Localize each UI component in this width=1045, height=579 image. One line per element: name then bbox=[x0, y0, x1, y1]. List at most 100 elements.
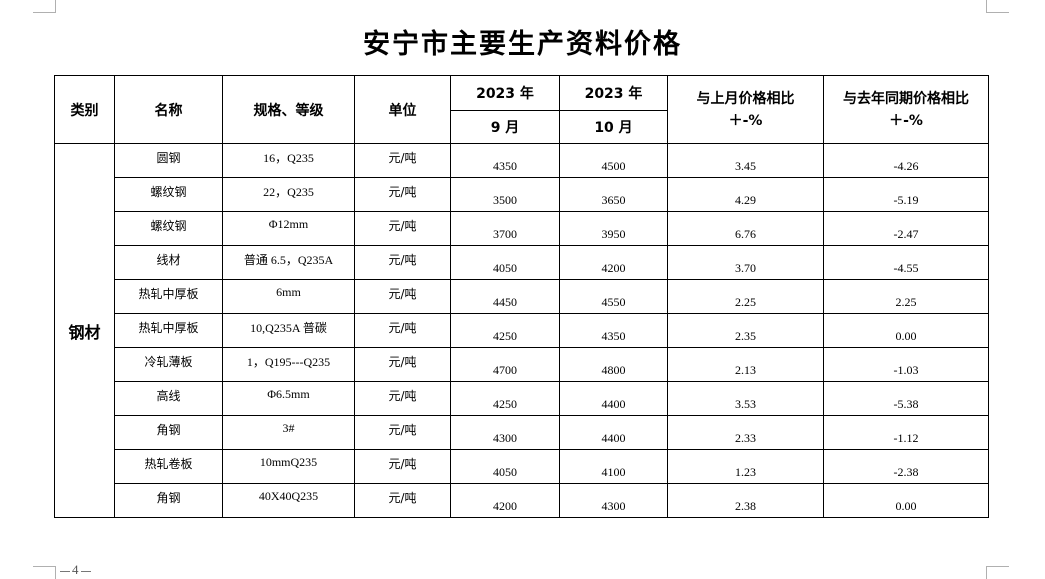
mom-change-cell: 2.33 bbox=[667, 415, 824, 450]
yoy-change-cell: 2.25 bbox=[823, 279, 989, 314]
page-corner-mark-top-left bbox=[33, 0, 56, 13]
mom-change-cell: 6.76 bbox=[667, 211, 824, 246]
sep-price-cell: 4050 bbox=[450, 449, 560, 484]
mom-change-cell: 3.70 bbox=[667, 245, 824, 280]
header-yoy: 与去年同期价格相比 ＋-% bbox=[823, 75, 989, 144]
table-row: 线材 普通 6.5，Q235A 元/吨 4050 4200 3.70 -4.55 bbox=[55, 245, 989, 280]
sep-price-cell: 4300 bbox=[450, 415, 560, 450]
unit-cell: 元/吨 bbox=[354, 415, 451, 450]
oct-price-cell: 4400 bbox=[559, 415, 668, 450]
name-cell: 角钢 bbox=[114, 415, 223, 450]
spec-cell: 6mm bbox=[222, 279, 355, 314]
name-cell: 角钢 bbox=[114, 483, 223, 518]
oct-price-cell: 4100 bbox=[559, 449, 668, 484]
page-number-value: 4 bbox=[72, 562, 79, 577]
sep-price-cell: 4700 bbox=[450, 347, 560, 382]
table-row: 螺纹钢 Φ12mm 元/吨 3700 3950 6.76 -2.47 bbox=[55, 211, 989, 246]
spec-cell: 40X40Q235 bbox=[222, 483, 355, 518]
unit-cell: 元/吨 bbox=[354, 279, 451, 314]
unit-cell: 元/吨 bbox=[354, 347, 451, 382]
name-cell: 螺纹钢 bbox=[114, 211, 223, 246]
oct-price-cell: 4200 bbox=[559, 245, 668, 280]
header-row-months: 9 月 10 月 bbox=[55, 110, 989, 144]
oct-price-cell: 4400 bbox=[559, 381, 668, 416]
header-year-sep: 2023 年 bbox=[450, 75, 560, 111]
sep-price-cell: 4200 bbox=[450, 483, 560, 518]
page-corner-mark-bottom-right bbox=[986, 566, 1009, 579]
header-month-oct: 10 月 bbox=[559, 110, 668, 144]
oct-price-cell: 4800 bbox=[559, 347, 668, 382]
oct-price-cell: 4300 bbox=[559, 483, 668, 518]
unit-cell: 元/吨 bbox=[354, 177, 451, 212]
header-yoy-line1: 与去年同期价格相比 bbox=[843, 90, 969, 107]
mom-change-cell: 2.25 bbox=[667, 279, 824, 314]
header-name: 名称 bbox=[114, 75, 223, 144]
spec-cell: Φ6.5mm bbox=[222, 381, 355, 416]
spec-cell: 22，Q235 bbox=[222, 177, 355, 212]
sep-price-cell: 3500 bbox=[450, 177, 560, 212]
header-mom: 与上月价格相比 ＋-% bbox=[667, 75, 824, 144]
yoy-change-cell: -2.38 bbox=[823, 449, 989, 484]
name-cell: 线材 bbox=[114, 245, 223, 280]
sep-price-cell: 4250 bbox=[450, 313, 560, 348]
sep-price-cell: 4450 bbox=[450, 279, 560, 314]
yoy-change-cell: -2.47 bbox=[823, 211, 989, 246]
spec-cell: 1，Q195---Q235 bbox=[222, 347, 355, 382]
sep-price-cell: 3700 bbox=[450, 211, 560, 246]
header-yoy-line2: ＋-% bbox=[889, 112, 923, 129]
table-row: 高线 Φ6.5mm 元/吨 4250 4400 3.53 -5.38 bbox=[55, 381, 989, 416]
spec-cell: 普通 6.5，Q235A bbox=[222, 245, 355, 280]
page-corner-mark-top-right bbox=[986, 0, 1009, 13]
header-year-oct: 2023 年 bbox=[559, 75, 668, 111]
spec-cell: Φ12mm bbox=[222, 211, 355, 246]
price-table: 类别 名称 规格、等级 单位 2023 年 2023 年 与上月价格相比 ＋-%… bbox=[54, 75, 989, 518]
yoy-change-cell: -5.38 bbox=[823, 381, 989, 416]
category-cell: 钢材 bbox=[54, 143, 115, 518]
table-row: 角钢 3# 元/吨 4300 4400 2.33 -1.12 bbox=[55, 415, 989, 450]
oct-price-cell: 3650 bbox=[559, 177, 668, 212]
sep-price-cell: 4350 bbox=[450, 143, 560, 178]
spec-cell: 16，Q235 bbox=[222, 143, 355, 178]
name-cell: 圆钢 bbox=[114, 143, 223, 178]
spec-cell: 10mmQ235 bbox=[222, 449, 355, 484]
yoy-change-cell: 0.00 bbox=[823, 313, 989, 348]
mom-change-cell: 2.35 bbox=[667, 313, 824, 348]
mom-change-cell: 3.53 bbox=[667, 381, 824, 416]
mom-change-cell: 1.23 bbox=[667, 449, 824, 484]
unit-cell: 元/吨 bbox=[354, 483, 451, 518]
page-title: 安宁市主要生产资料价格 bbox=[363, 29, 682, 60]
table-row: 螺纹钢 22，Q235 元/吨 3500 3650 4.29 -5.19 bbox=[55, 177, 989, 212]
header-unit: 单位 bbox=[354, 75, 451, 144]
table-row: 角钢 40X40Q235 元/吨 4200 4300 2.38 0.00 bbox=[55, 483, 989, 518]
name-cell: 螺纹钢 bbox=[114, 177, 223, 212]
unit-cell: 元/吨 bbox=[354, 381, 451, 416]
header-mom-line2: ＋-% bbox=[728, 112, 763, 129]
name-cell: 热轧卷板 bbox=[114, 449, 223, 484]
table-row: 钢材 圆钢 16，Q235 元/吨 4350 4500 3.45 -4.26 bbox=[54, 143, 989, 518]
header-mom-line1: 与上月价格相比 bbox=[696, 90, 795, 107]
unit-cell: 元/吨 bbox=[354, 245, 451, 280]
unit-cell: 元/吨 bbox=[354, 313, 451, 348]
yoy-change-cell: -1.12 bbox=[823, 415, 989, 450]
table-row: 冷轧薄板 1，Q195---Q235 元/吨 4700 4800 2.13 -1… bbox=[55, 347, 989, 382]
mom-change-cell: 3.45 bbox=[667, 143, 824, 178]
mom-change-cell: 4.29 bbox=[667, 177, 824, 212]
sep-price-cell: 4250 bbox=[450, 381, 560, 416]
unit-cell: 元/吨 bbox=[354, 211, 451, 246]
mom-change-cell: 2.13 bbox=[667, 347, 824, 382]
header-row: 类别 名称 规格、等级 单位 2023 年 2023 年 与上月价格相比 ＋-%… bbox=[54, 75, 989, 144]
oct-price-cell: 3950 bbox=[559, 211, 668, 246]
oct-price-cell: 4350 bbox=[559, 313, 668, 348]
mom-change-cell: 2.38 bbox=[667, 483, 824, 518]
yoy-change-cell: -4.26 bbox=[823, 143, 989, 178]
yoy-change-cell: -5.19 bbox=[823, 177, 989, 212]
page-corner-mark-bottom-left bbox=[33, 566, 56, 579]
header-month-sep: 9 月 bbox=[450, 110, 560, 144]
table-row: 热轧卷板 10mmQ235 元/吨 4050 4100 1.23 -2.38 bbox=[55, 449, 989, 484]
header-category: 类别 bbox=[54, 75, 115, 144]
page-number: 4 bbox=[58, 562, 93, 578]
name-cell: 冷轧薄板 bbox=[114, 347, 223, 382]
table-row: 热轧中厚板 10,Q235A 普碳 元/吨 4250 4350 2.35 0.0… bbox=[55, 313, 989, 348]
table-row: 热轧中厚板 6mm 元/吨 4450 4550 2.25 2.25 bbox=[55, 279, 989, 314]
unit-cell: 元/吨 bbox=[354, 449, 451, 484]
